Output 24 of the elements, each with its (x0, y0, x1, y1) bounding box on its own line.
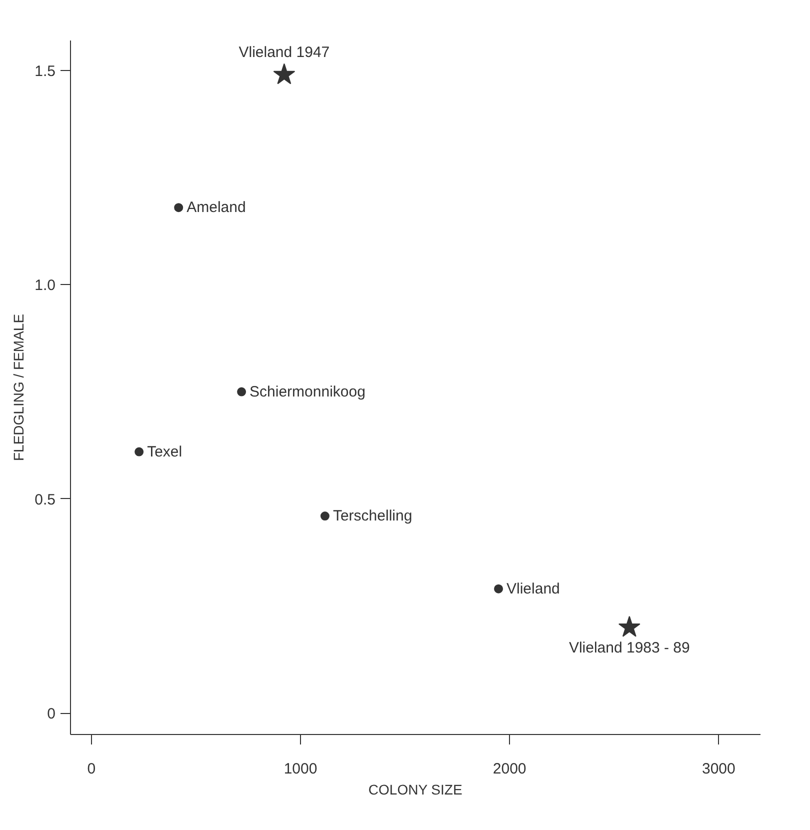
annotation: Schiermonnikoog (250, 383, 366, 400)
annotation: Ameland (186, 199, 246, 216)
point (174, 203, 184, 212)
annotation: Texel (147, 443, 182, 460)
x-tick-label: 3000 (702, 760, 736, 778)
point (237, 387, 246, 396)
point (273, 63, 296, 84)
y-axis-title: FLEDGLING / FEMALE (10, 314, 27, 462)
point (494, 584, 504, 594)
x-tick-label: 1000 (284, 760, 318, 778)
y-tick-label: 0.5 (34, 491, 56, 508)
annotation: Terschelling (332, 508, 412, 525)
y-tick-label: 0 (47, 706, 56, 723)
x-tick-label: 0 (87, 760, 96, 778)
point (134, 447, 144, 456)
y-tick-label: 1.0 (34, 277, 56, 294)
x-axis-title: COLONY SIZE (368, 782, 462, 798)
annotation: Vlieland 1947 (238, 44, 330, 61)
y-tick-label: 1.5 (34, 62, 56, 80)
annotation: Vlieland (506, 580, 560, 598)
annotation: Vlieland 1983 - 89 (568, 639, 690, 656)
x-tick-label: 2000 (492, 760, 526, 778)
point (320, 512, 330, 521)
point (618, 616, 640, 637)
